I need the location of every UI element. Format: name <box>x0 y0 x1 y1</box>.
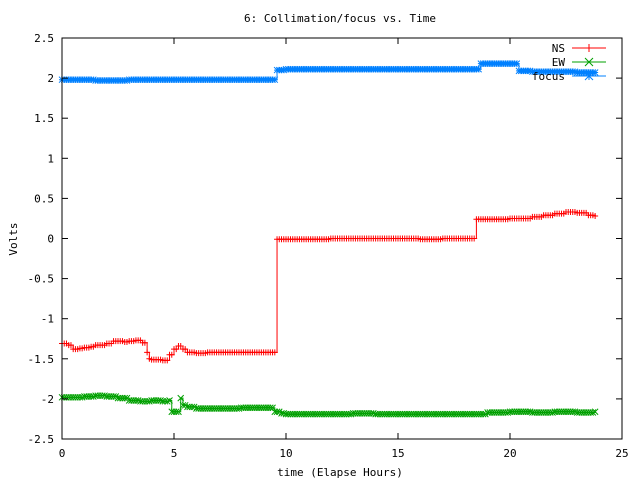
data-point-ew <box>179 401 187 409</box>
data-point-focus <box>90 76 97 84</box>
y-tick-label: 1 <box>47 152 54 165</box>
data-point-ns <box>471 235 478 242</box>
x-tick-label: 5 <box>171 447 178 460</box>
chart-title: 6: Collimation/focus vs. Time <box>244 12 436 25</box>
y-tick-label: 0.5 <box>34 192 54 205</box>
legend-label-ew: EW <box>552 56 566 69</box>
y-tick-label: -2.5 <box>28 433 55 446</box>
data-point-ns <box>144 349 151 356</box>
data-point-ew <box>591 408 599 416</box>
y-tick-label: -1 <box>41 313 54 326</box>
data-point-ew <box>110 393 117 400</box>
data-point-ns <box>592 213 599 220</box>
series-ns <box>59 209 599 364</box>
y-tick-label: -0.5 <box>28 273 55 286</box>
data-point-focus <box>280 66 288 74</box>
y-tick-label: 2.5 <box>34 32 54 45</box>
series-layer <box>58 60 599 418</box>
data-point-ew <box>188 403 196 411</box>
data-point-focus <box>475 65 482 73</box>
data-point-ns <box>67 342 74 349</box>
data-point-ew <box>172 408 180 416</box>
x-tick-label: 20 <box>503 447 516 460</box>
data-point-ns <box>164 357 171 364</box>
data-point-ns <box>182 346 189 353</box>
data-point-ew <box>273 408 281 416</box>
legend-marker-ew <box>584 57 594 67</box>
y-tick-label: -1.5 <box>28 353 55 366</box>
axis-layer: 0 5 10 15 20 25 -2.5 -2 -1.5 -1 -0.5 0 0.5 1 1.5 2 2.5 <box>28 32 629 460</box>
data-point-focus <box>591 69 599 76</box>
y-axis-label: Volts <box>7 222 20 255</box>
x-tick-label: 0 <box>59 447 66 460</box>
data-point-focus <box>526 67 534 75</box>
data-point-focus <box>271 76 279 84</box>
y-tick-label: -2 <box>41 393 54 406</box>
data-point-ew <box>163 397 171 405</box>
y-tick-label: 0 <box>47 233 54 246</box>
data-point-ew <box>166 397 173 404</box>
legend-label-ns: NS <box>552 42 565 55</box>
data-point-ew <box>479 410 487 418</box>
legend-marker-ns <box>585 44 593 52</box>
series-focus <box>58 60 599 84</box>
data-point-ns <box>173 346 180 353</box>
series-ew <box>58 392 599 418</box>
x-axis-label: time (Elapse Hours) <box>277 466 403 479</box>
y-tick-label: 2 <box>47 72 54 85</box>
x-tick-label: 15 <box>391 447 404 460</box>
series-line-ns <box>62 211 596 361</box>
y-tick-label: 1.5 <box>34 112 54 125</box>
data-point-ew <box>177 394 185 402</box>
data-point-focus <box>571 68 579 76</box>
data-point-ns <box>168 351 175 358</box>
data-point-focus <box>123 77 131 84</box>
data-point-ns <box>141 339 148 346</box>
data-point-ew <box>175 408 182 416</box>
legend-label-focus: focus <box>532 70 565 83</box>
data-point-ns <box>271 349 278 356</box>
data-point-ns <box>177 342 184 349</box>
data-point-ew <box>589 409 597 416</box>
data-point-ew <box>121 394 129 402</box>
data-point-focus <box>513 60 521 68</box>
x-tick-label: 25 <box>615 447 628 460</box>
x-tick-label: 10 <box>279 447 292 460</box>
legend-marker-focus <box>584 71 594 81</box>
